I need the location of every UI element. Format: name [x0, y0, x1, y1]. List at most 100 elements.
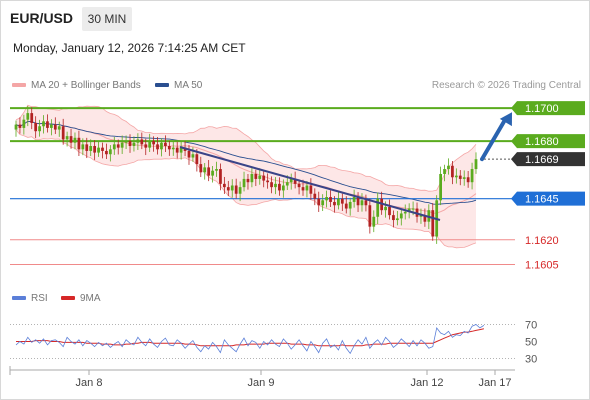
candle-body	[317, 198, 321, 206]
rsi-tick-label-70: 70	[525, 320, 537, 332]
candle-body	[187, 150, 191, 158]
candle-body	[258, 175, 262, 179]
candle-body	[101, 147, 104, 151]
candle-body	[230, 185, 234, 191]
level-label-bg-1-1700	[511, 101, 585, 116]
legend-bollinger-label: MA 20 + Bollinger Bands	[31, 80, 141, 91]
candle-body	[340, 198, 344, 204]
candle-body	[344, 203, 348, 209]
candle-body	[97, 147, 100, 153]
bollinger-lower-line	[15, 129, 477, 249]
candle-body	[14, 124, 18, 130]
candle-body	[403, 211, 407, 214]
candle-body	[301, 187, 305, 191]
legend-swatch-rsi	[12, 296, 26, 301]
level-label-1-1645: 1.1645	[525, 194, 559, 206]
downtrend-line	[179, 146, 441, 221]
credit-text: Research © 2026 Trading Central	[431, 80, 581, 91]
candle-body	[270, 182, 273, 188]
rsi-line	[15, 324, 485, 355]
candle-body	[128, 141, 132, 147]
candle-body	[65, 136, 69, 140]
candle-body	[399, 213, 403, 219]
candle-body	[179, 147, 183, 153]
timeframe-badge[interactable]: 30 MIN	[82, 7, 132, 31]
bollinger-band-fill	[16, 105, 476, 248]
candle-body	[160, 142, 163, 150]
candle-body	[392, 215, 395, 221]
candle-body	[124, 141, 128, 143]
x-tick-label: Jan 8	[76, 377, 103, 389]
candle-body	[419, 215, 423, 217]
candle-body	[368, 205, 372, 227]
candle-body	[325, 197, 328, 201]
candle-body	[356, 197, 360, 206]
candle-body	[191, 154, 195, 158]
candle-body	[89, 146, 93, 151]
legend-rsi-label: RSI	[31, 293, 48, 304]
candle-body	[53, 124, 57, 130]
candle-body	[337, 198, 340, 206]
candle-body	[462, 177, 466, 179]
legend-rsi-ma: 9MA	[61, 293, 101, 304]
level-label-1-1605: 1.1605	[525, 259, 559, 271]
candle-body	[144, 144, 148, 148]
candle-body	[305, 185, 309, 191]
candle-body	[274, 183, 277, 188]
candle-body	[152, 141, 155, 145]
candle-body	[148, 141, 152, 148]
candle-body	[199, 164, 203, 173]
candle-body	[50, 124, 53, 128]
bollinger-upper-line	[15, 104, 477, 192]
legend-bollinger: MA 20 + Bollinger Bands	[12, 80, 141, 91]
candle-body	[352, 197, 356, 202]
legend-swatch-ma50	[155, 83, 169, 88]
rsi-tick-label-30: 30	[525, 354, 537, 366]
candle-body	[262, 175, 266, 181]
candle-body	[395, 218, 399, 221]
candle-body	[470, 169, 474, 183]
candle-body	[384, 206, 387, 211]
level-label-1-1680: 1.1680	[525, 136, 559, 148]
candle-body	[333, 201, 336, 206]
candle-body	[388, 206, 391, 216]
candle-body	[120, 142, 124, 148]
legend-rsi: RSI	[12, 293, 48, 304]
candle-body	[439, 173, 442, 201]
candle-body	[348, 201, 352, 209]
candles-group	[14, 105, 478, 244]
level-label-1-1620: 1.1620	[525, 235, 559, 247]
candle-body	[30, 113, 34, 123]
legend-swatch-bollinger	[12, 83, 26, 88]
candle-body	[313, 193, 317, 199]
x-tick-label: Jan 9	[248, 377, 275, 389]
candle-body	[167, 146, 171, 150]
candle-body	[164, 142, 167, 147]
forecast-arrow-shaft	[480, 116, 508, 162]
candle-body	[57, 126, 61, 130]
level-label-bg-1-1669	[511, 152, 585, 167]
candle-body	[289, 178, 293, 183]
candle-body	[321, 200, 325, 206]
candle-body	[466, 177, 470, 183]
candle-body	[93, 146, 97, 153]
candle-body	[81, 144, 85, 150]
candle-body	[423, 215, 427, 222]
candle-body	[443, 169, 446, 174]
candle-body	[219, 169, 222, 184]
candle-body	[69, 136, 73, 143]
candle-body	[26, 113, 30, 120]
candle-body	[246, 178, 250, 183]
candle-body	[360, 200, 364, 206]
candle-body	[132, 142, 136, 147]
legend-rsi-ma-label: 9MA	[80, 293, 101, 304]
candle-body	[431, 210, 435, 237]
candle-body	[474, 159, 478, 170]
ma50-line	[15, 120, 477, 205]
candle-body	[293, 178, 297, 184]
candle-body	[242, 178, 246, 188]
candle-body	[105, 150, 108, 155]
x-tick-label: Jan 12	[410, 377, 443, 389]
candle-body	[329, 197, 332, 202]
